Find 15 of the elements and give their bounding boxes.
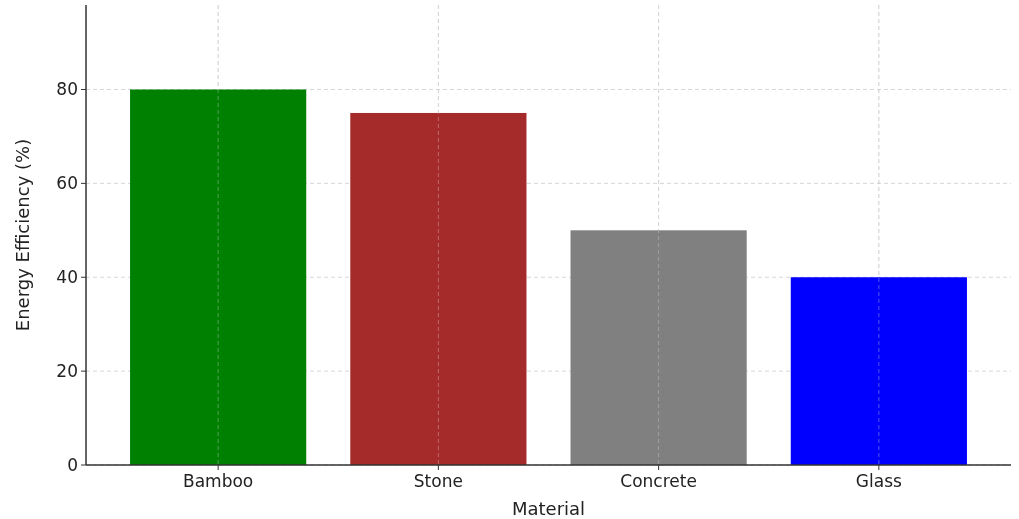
x-tick-label: Stone <box>413 471 463 491</box>
x-tick-label: Bamboo <box>183 471 254 491</box>
y-tick-label: 40 <box>56 267 78 288</box>
bar <box>350 112 527 465</box>
x-axis-title: Material <box>511 498 586 519</box>
y-tick-label: 20 <box>56 361 78 382</box>
x-tick-label: Concrete <box>620 471 697 491</box>
bar <box>130 89 307 465</box>
y-tick-label: 80 <box>56 79 78 100</box>
y-tick-label: 60 <box>56 173 78 194</box>
x-tick-label: Glass <box>855 471 903 491</box>
y-tick-label: 0 <box>67 454 78 475</box>
bar <box>790 277 967 465</box>
y-axis-title: Energy Efficiency (%) <box>12 138 33 332</box>
bar <box>570 230 747 465</box>
